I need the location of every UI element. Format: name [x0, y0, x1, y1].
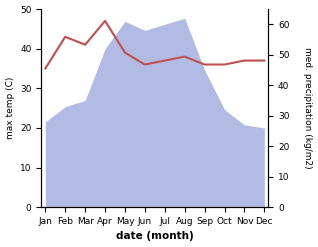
Y-axis label: med. precipitation (kg/m2): med. precipitation (kg/m2)	[303, 47, 313, 169]
X-axis label: date (month): date (month)	[116, 231, 194, 242]
Y-axis label: max temp (C): max temp (C)	[5, 77, 15, 139]
